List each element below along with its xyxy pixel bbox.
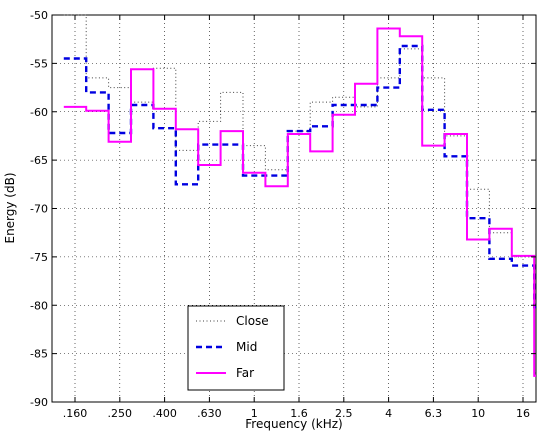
x-tick-label: .250 xyxy=(108,407,133,420)
y-tick-label: -85 xyxy=(30,348,48,361)
y-tick-label: -60 xyxy=(30,106,48,119)
y-tick-label: -65 xyxy=(30,154,48,167)
y-tick-label: -50 xyxy=(30,9,48,22)
y-tick-label: -90 xyxy=(30,396,48,409)
x-tick-label: .630 xyxy=(197,407,222,420)
y-axis-label: Energy (dB) xyxy=(3,172,17,243)
y-tick-label: -70 xyxy=(30,203,48,216)
legend-label-far: Far xyxy=(236,366,254,380)
x-tick-label: 1 xyxy=(251,407,258,420)
x-tick-label: .160 xyxy=(63,407,88,420)
legend-label-mid: Mid xyxy=(236,340,257,354)
x-tick-label: 6.3 xyxy=(425,407,443,420)
series-group xyxy=(63,14,536,377)
x-tick-label: 4 xyxy=(385,407,392,420)
y-tick-label: -55 xyxy=(30,57,48,70)
x-axis-label: Frequency (kHz) xyxy=(245,417,342,431)
x-tick-label: .400 xyxy=(152,407,177,420)
legend: Close Mid Far xyxy=(187,305,285,391)
grid-lines xyxy=(52,14,536,403)
x-tick-label: 1.6 xyxy=(290,407,308,420)
y-axis-ticks: -50 -55 -60 -65 -70 -75 -80 -85 -90 xyxy=(30,9,536,409)
legend-box xyxy=(187,305,285,391)
series-line-far xyxy=(63,27,536,377)
y-tick-label: -80 xyxy=(30,299,48,312)
y-tick-label: -75 xyxy=(30,251,48,264)
x-tick-label: 16 xyxy=(516,407,530,420)
x-tick-label: 10 xyxy=(471,407,485,420)
x-axis-ticks: .160 .250 .400 .630 1 1.6 2.5 4 6.3 10 16 xyxy=(63,15,530,420)
legend-label-close: Close xyxy=(236,314,269,328)
series-line-mid xyxy=(63,44,536,309)
x-tick-label: 2.5 xyxy=(335,407,353,420)
